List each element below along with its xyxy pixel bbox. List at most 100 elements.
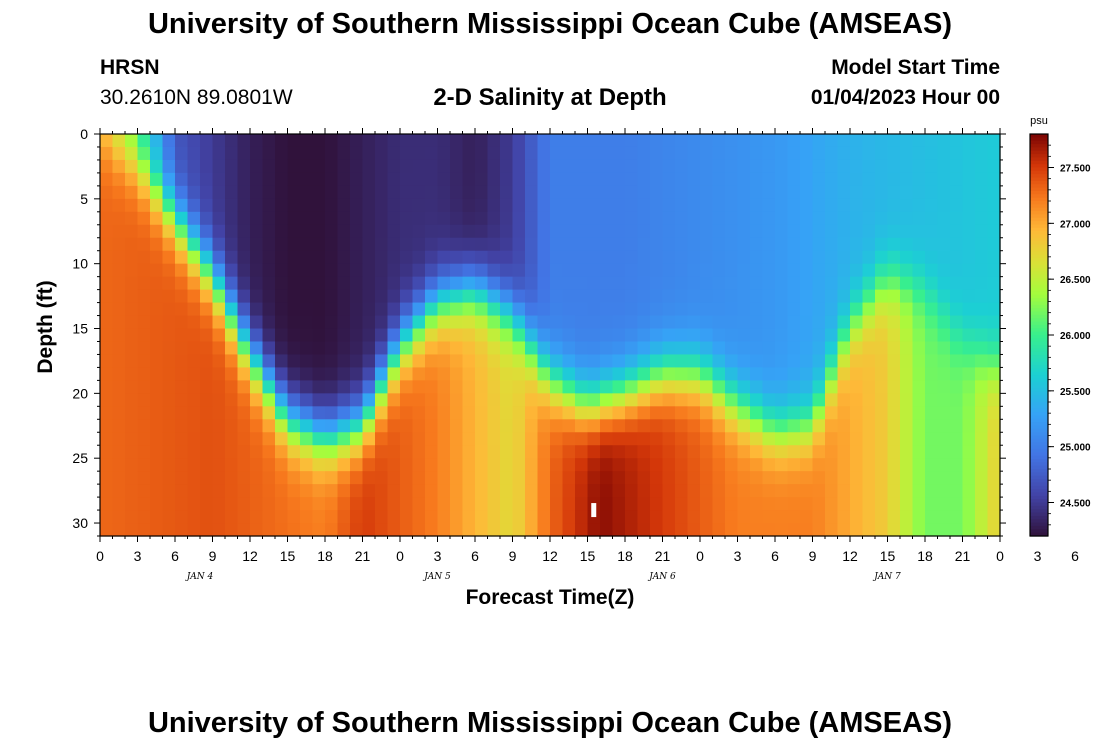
heatmap-cell (887, 315, 901, 330)
heatmap-cell (850, 367, 864, 381)
heatmap-cell (362, 354, 376, 369)
heatmap-cell (387, 393, 401, 407)
heatmap-cell (487, 289, 501, 304)
heatmap-cell (637, 458, 651, 472)
heatmap-cell (212, 458, 226, 472)
heatmap-cell (462, 302, 476, 317)
heatmap-cell (537, 250, 551, 265)
heatmap-cell (837, 159, 851, 174)
heatmap-cell (662, 523, 676, 537)
heatmap-cell (737, 510, 751, 524)
heatmap-cell (287, 276, 301, 291)
heatmap-cell (587, 159, 601, 174)
heatmap-cell (175, 159, 189, 174)
heatmap-cell (262, 523, 276, 537)
heatmap-cell (575, 432, 589, 446)
colorbar-swatch (1030, 291, 1048, 296)
heatmap-cell (887, 134, 901, 148)
heatmap-cell (775, 523, 789, 537)
heatmap-cell (800, 315, 814, 330)
heatmap-cell (162, 354, 176, 369)
heatmap-cell (912, 419, 926, 433)
heatmap-cell (112, 523, 126, 537)
heatmap-cell (150, 380, 164, 394)
heatmap-cell (287, 380, 301, 394)
heatmap-cell (537, 276, 551, 291)
heatmap-cell (225, 445, 239, 459)
colorbar-swatch (1030, 422, 1048, 427)
heatmap-cell (725, 263, 739, 278)
x-tick-label: 9 (209, 548, 217, 564)
heatmap-cell (237, 523, 251, 537)
heatmap-cell (100, 406, 114, 420)
heatmap-cell (312, 380, 326, 394)
heatmap-cell (675, 237, 689, 252)
heatmap-cell (262, 380, 276, 394)
heatmap-cell (500, 510, 514, 524)
heatmap-cell (875, 315, 889, 330)
heatmap-cell (912, 263, 926, 278)
heatmap-cell (775, 471, 789, 485)
heatmap-cell (275, 367, 289, 381)
heatmap-cell (687, 432, 701, 446)
heatmap-cell (700, 185, 714, 200)
heatmap-cell (112, 185, 126, 200)
heatmap-cell (587, 302, 601, 317)
heatmap-cell (212, 341, 226, 356)
colorbar-swatch (1030, 348, 1048, 353)
heatmap-cell (187, 211, 201, 226)
heatmap-cell (662, 263, 676, 278)
heatmap-cell (437, 380, 451, 394)
heatmap-cell (112, 237, 126, 252)
heatmap-cell (200, 211, 214, 226)
heatmap-cell (375, 510, 389, 524)
heatmap-cell (812, 497, 826, 511)
heatmap-cell (487, 146, 501, 161)
heatmap-cell (150, 276, 164, 291)
colorbar-tick-label: 27.500 (1060, 164, 1091, 175)
heatmap-cell (737, 484, 751, 498)
heatmap-cell (787, 445, 801, 459)
heatmap-cell (350, 159, 364, 174)
heatmap-cell (387, 263, 401, 278)
heatmap-cell (712, 419, 726, 433)
heatmap-cell (362, 263, 376, 278)
heatmap-cell (387, 237, 401, 252)
heatmap-cell (175, 458, 189, 472)
heatmap-cell (212, 172, 226, 187)
heatmap-cell (487, 380, 501, 394)
heatmap-cell (525, 432, 539, 446)
heatmap-cell (587, 419, 601, 433)
colorbar-swatch (1030, 472, 1048, 477)
heatmap-cell (825, 302, 839, 317)
heatmap-cell (450, 367, 464, 381)
heatmap-cell (150, 289, 164, 304)
heatmap-cell (575, 523, 589, 537)
heatmap-cell (825, 367, 839, 381)
heatmap-cell (962, 510, 976, 524)
heatmap-cell (425, 289, 439, 304)
colorbar-swatch (1030, 529, 1048, 534)
heatmap-cell (900, 159, 914, 174)
heatmap-cell (212, 263, 226, 278)
heatmap-cell (100, 341, 114, 356)
heatmap-cell (150, 250, 164, 265)
heatmap-cell (437, 510, 451, 524)
heatmap-cell (462, 159, 476, 174)
heatmap-cell (250, 393, 264, 407)
heatmap-cell (875, 380, 889, 394)
heatmap-cell (487, 250, 501, 265)
heatmap-cell (562, 484, 576, 498)
heatmap-cell (100, 354, 114, 369)
heatmap-cell (512, 419, 526, 433)
heatmap-cell (225, 185, 239, 200)
heatmap-cell (625, 289, 639, 304)
heatmap-cell (950, 445, 964, 459)
heatmap-cell (750, 302, 764, 317)
heatmap-cell (300, 471, 314, 485)
heatmap-cell (962, 380, 976, 394)
heatmap-cell (862, 497, 876, 511)
heatmap-cell (862, 276, 876, 291)
heatmap-cell (462, 445, 476, 459)
heatmap-cell (887, 523, 901, 537)
